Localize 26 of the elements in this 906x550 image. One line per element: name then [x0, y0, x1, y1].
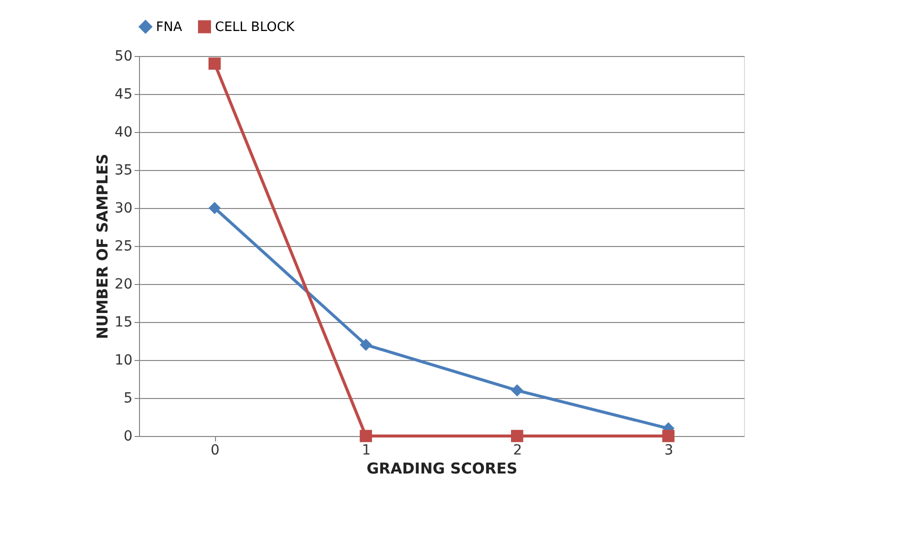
- x-tick-label: 3: [664, 442, 674, 458]
- point: [511, 430, 524, 442]
- y-tick-label: 25: [114, 238, 132, 254]
- point: [208, 202, 221, 214]
- point: [511, 384, 524, 397]
- y-tick-label: 45: [114, 86, 132, 102]
- y-tick-label: 15: [114, 314, 132, 330]
- point: [360, 338, 372, 351]
- x-tick-label: 0: [210, 442, 220, 458]
- legend-label: CELL BLOCK: [215, 20, 295, 35]
- point: [662, 430, 674, 442]
- legend-label: FNA: [156, 20, 182, 35]
- y-tick-label: 50: [114, 48, 132, 64]
- y-tick-label: 0: [124, 428, 132, 444]
- y-tick-label: 10: [114, 352, 132, 368]
- point: [208, 57, 221, 70]
- x-tick-label: 2: [513, 442, 522, 458]
- y-tick-label: 5: [124, 390, 132, 406]
- point: [360, 430, 372, 442]
- y-tick-label: 20: [114, 276, 132, 292]
- x-axis-title: GRADING SCORES: [366, 460, 518, 478]
- x-tick-label: 1: [362, 442, 371, 458]
- y-tick-label: 35: [114, 162, 132, 178]
- y-tick-label: 30: [114, 200, 132, 216]
- y-tick-label: 40: [114, 124, 132, 140]
- y-axis-title: NUMBER OF SAMPLES: [94, 154, 112, 340]
